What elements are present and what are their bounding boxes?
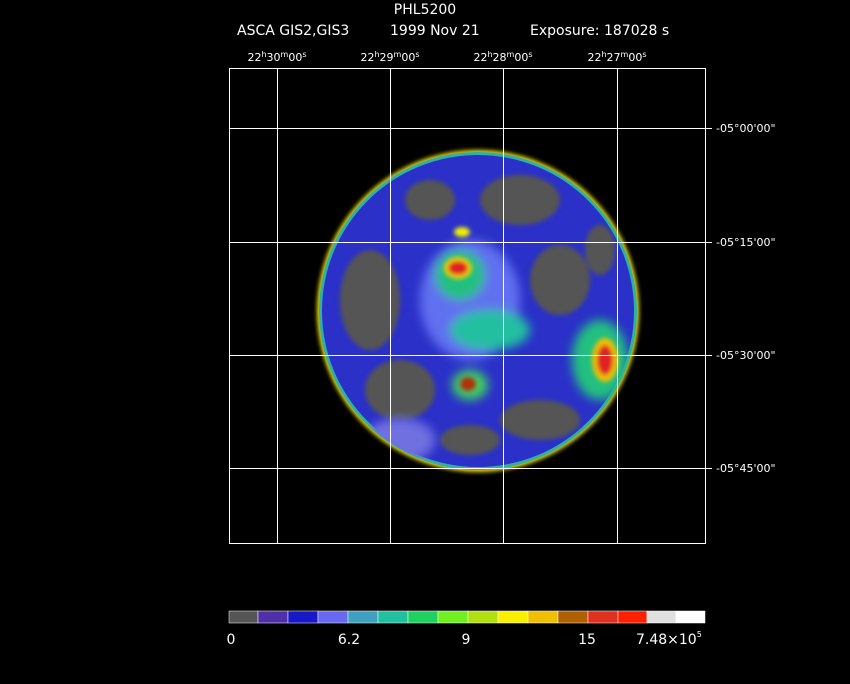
unit: m xyxy=(394,50,402,59)
dec-labels: -05°00'00" -05°15'00" -05°30'00" -05°45'00" xyxy=(705,122,776,475)
unit: s xyxy=(302,50,306,59)
ra-labels: 22h30m00s 22h29m00s 22h28m00s 22h27m00s xyxy=(247,50,646,64)
number: 28 xyxy=(493,51,507,64)
unit: h xyxy=(487,50,492,59)
number: 29 xyxy=(380,51,394,64)
number: 00 xyxy=(401,51,415,64)
colorbar-label: 15 xyxy=(578,632,596,648)
number: 22 xyxy=(360,51,374,64)
number: 00 xyxy=(628,51,642,64)
mantissa: 7.48×10 xyxy=(636,632,697,648)
title: PHL5200 xyxy=(394,2,456,18)
dec-label: -05°30'00" xyxy=(716,349,776,362)
unit: m xyxy=(507,50,515,59)
unit: s xyxy=(642,50,646,59)
number: 22 xyxy=(473,51,487,64)
dec-label: -05°15'00" xyxy=(716,236,776,249)
dec-label: -05°45'00" xyxy=(716,462,776,475)
number: 27 xyxy=(607,51,621,64)
exponent: 5 xyxy=(697,630,702,639)
number: 22 xyxy=(587,51,601,64)
colorbar xyxy=(228,610,706,624)
ra-label: 22h28m00s xyxy=(473,50,532,64)
instrument: ASCA GIS2,GIS3 xyxy=(237,23,349,39)
exposure: Exposure: 187028 s xyxy=(530,23,669,39)
colorbar-label: 6.2 xyxy=(338,632,360,648)
number: 22 xyxy=(247,51,261,64)
ra-label: 22h27m00s xyxy=(587,50,646,64)
number: 30 xyxy=(267,51,281,64)
colorbar-label: 9 xyxy=(462,632,471,648)
unit: m xyxy=(281,50,289,59)
unit: s xyxy=(528,50,532,59)
unit: s xyxy=(415,50,419,59)
number: 00 xyxy=(288,51,302,64)
colorbar-max: 7.48×105 xyxy=(636,630,702,648)
colorbar-label: 0 xyxy=(227,632,236,648)
unit: h xyxy=(601,50,606,59)
unit: m xyxy=(621,50,629,59)
ra-label: 22h29m00s xyxy=(360,50,419,64)
unit: h xyxy=(374,50,379,59)
date: 1999 Nov 21 xyxy=(390,23,480,39)
grid xyxy=(229,68,706,544)
unit: h xyxy=(261,50,266,59)
xray-image xyxy=(317,150,639,472)
dec-label: -05°00'00" xyxy=(716,122,776,135)
ra-label: 22h30m00s xyxy=(247,50,306,64)
number: 00 xyxy=(514,51,528,64)
